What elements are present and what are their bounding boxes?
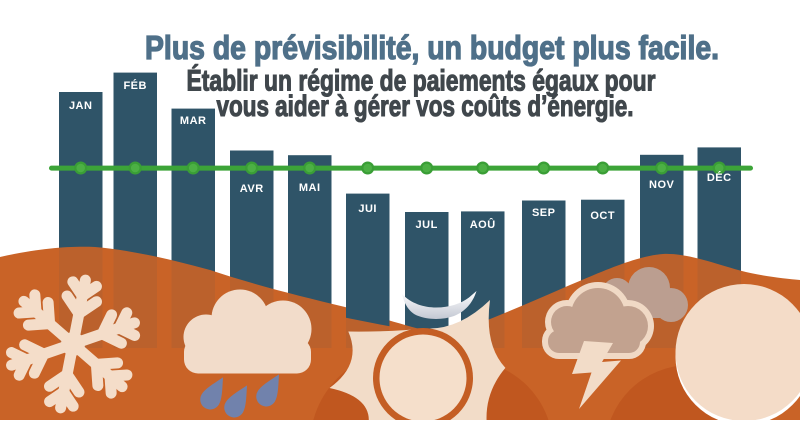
svg-text:FÉB: FÉB — [123, 79, 147, 92]
svg-text:SEP: SEP — [532, 207, 556, 219]
svg-text:JAN: JAN — [69, 100, 93, 112]
svg-text:OCT: OCT — [590, 210, 615, 222]
svg-text:MAR: MAR — [180, 115, 207, 127]
svg-text:vous aider à gérer vos coûts d: vous aider à gérer vos coûts d’énergie. — [217, 90, 634, 123]
svg-text:JUL: JUL — [416, 219, 438, 231]
svg-text:AOÛ: AOÛ — [470, 218, 496, 231]
svg-text:JUI: JUI — [358, 203, 377, 215]
svg-text:AVR: AVR — [240, 183, 264, 195]
svg-text:NOV: NOV — [649, 179, 675, 191]
svg-text:Plus de prévisibilité, un budg: Plus de prévisibilité, un budget plus fa… — [145, 29, 719, 66]
svg-text:MAI: MAI — [299, 182, 321, 194]
svg-text:DÉC: DÉC — [707, 171, 732, 184]
